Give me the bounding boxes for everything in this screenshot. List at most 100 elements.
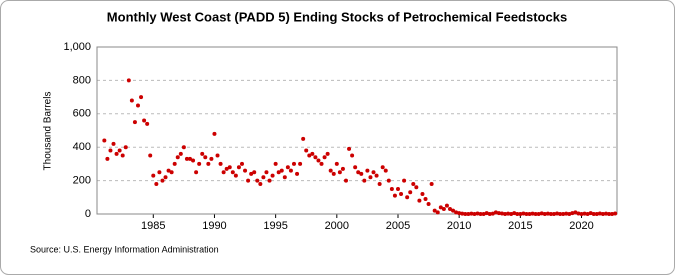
point: [399, 191, 404, 196]
point: [512, 211, 517, 216]
point: [261, 175, 266, 180]
point: [576, 211, 581, 216]
point: [613, 211, 618, 216]
point: [209, 156, 214, 161]
y-tick-label: 200: [73, 175, 91, 187]
point: [175, 155, 180, 160]
source: Source: U.S. Energy Information Administ…: [30, 244, 219, 254]
point: [417, 198, 422, 203]
point: [603, 211, 608, 216]
point: [506, 211, 511, 216]
point: [460, 211, 465, 216]
point: [230, 170, 235, 175]
point: [191, 158, 196, 163]
point: [343, 178, 348, 183]
point: [490, 211, 495, 216]
point: [414, 185, 419, 190]
point: [432, 208, 437, 213]
point: [423, 196, 428, 201]
point: [469, 211, 474, 216]
point: [536, 212, 541, 216]
point: [126, 78, 131, 83]
point: [493, 210, 498, 215]
point: [288, 168, 293, 173]
point: [139, 95, 144, 100]
point: [380, 165, 385, 170]
point: [524, 212, 529, 216]
x-tick-label: 2005: [386, 220, 410, 232]
point: [148, 153, 153, 158]
y-tick-label: 400: [73, 141, 91, 153]
point: [579, 212, 584, 216]
point: [200, 151, 205, 156]
point: [353, 165, 358, 170]
point: [114, 151, 119, 156]
point: [105, 156, 110, 161]
point: [383, 168, 388, 173]
point: [166, 168, 171, 173]
point: [279, 168, 284, 173]
x-tick-label: 1995: [263, 220, 287, 232]
point: [298, 161, 303, 166]
point: [194, 170, 199, 175]
point: [496, 211, 501, 216]
point: [499, 211, 504, 216]
point: [181, 145, 186, 150]
point: [478, 212, 483, 216]
point: [206, 161, 211, 166]
point: [389, 186, 394, 191]
point: [597, 211, 602, 216]
point: [135, 103, 140, 108]
point: [607, 212, 612, 216]
plot-border: [96, 46, 618, 215]
point: [377, 181, 382, 186]
point: [374, 173, 379, 178]
point: [102, 138, 107, 143]
point: [447, 206, 452, 211]
point: [429, 181, 434, 186]
point: [184, 156, 189, 161]
point: [236, 165, 241, 170]
point: [285, 165, 290, 170]
point: [582, 211, 587, 216]
point: [246, 178, 251, 183]
point: [337, 170, 342, 175]
point: [258, 181, 263, 186]
point: [340, 166, 345, 171]
point: [487, 212, 492, 216]
point: [457, 211, 462, 216]
point: [551, 212, 556, 216]
point: [282, 175, 287, 180]
point: [386, 178, 391, 183]
point: [319, 161, 324, 166]
point: [117, 148, 122, 153]
point: [270, 173, 275, 178]
point: [129, 98, 134, 103]
point: [365, 168, 370, 173]
point: [227, 165, 232, 170]
point: [420, 191, 425, 196]
point: [233, 173, 238, 178]
point: [310, 151, 315, 156]
point: [255, 178, 260, 183]
point: [316, 158, 321, 163]
point: [160, 178, 165, 183]
point: [594, 212, 599, 216]
y-axis-label: Thousand Barrels: [43, 92, 54, 171]
point: [142, 118, 147, 123]
point: [521, 211, 526, 216]
point: [291, 161, 296, 166]
point: [567, 212, 572, 216]
point: [503, 212, 508, 216]
point: [172, 161, 177, 166]
point: [395, 186, 400, 191]
point: [273, 161, 278, 166]
point: [145, 121, 150, 126]
point: [475, 211, 480, 216]
point: [120, 153, 125, 158]
point: [411, 181, 416, 186]
point: [472, 212, 477, 216]
x-tick-label: 1985: [141, 220, 165, 232]
point: [313, 155, 318, 160]
